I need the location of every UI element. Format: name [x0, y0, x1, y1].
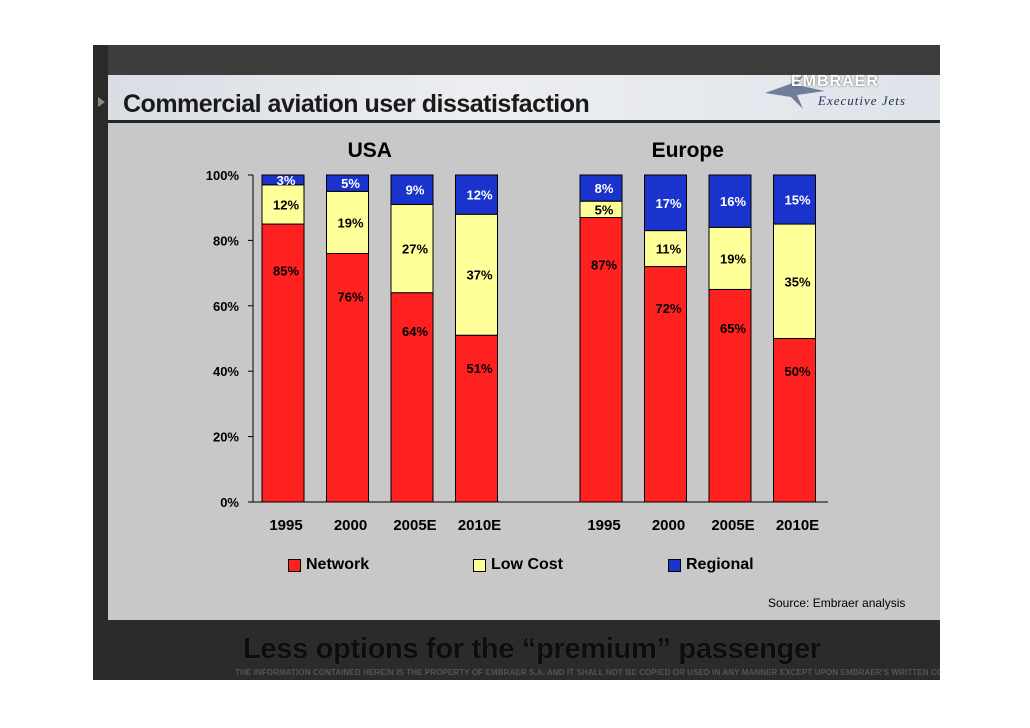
header-underline [108, 120, 940, 123]
data-label: 5% [341, 176, 360, 191]
data-label: 8% [595, 181, 614, 196]
bar-segment-network [708, 288, 752, 503]
data-label: 9% [406, 183, 425, 198]
legend-swatch-network [288, 558, 301, 572]
bar-segment-low-cost [390, 203, 434, 294]
logo-subtitle: Executive Jets [818, 93, 906, 108]
data-label: 72% [655, 301, 681, 316]
logo-brand: EMBRAER [791, 73, 879, 90]
legend-item-low-cost: Low Cost [473, 556, 563, 574]
embraer-logo-icon [765, 75, 825, 109]
bar-segment-regional [261, 174, 305, 186]
bar-segment-low-cost [326, 190, 369, 254]
bar-segment-network [455, 334, 498, 503]
bar-segment-regional [326, 174, 369, 192]
tagline: Less options for the “premium” passenger [243, 633, 821, 665]
x-tick-label: 2000 [334, 517, 367, 534]
data-label: 12% [466, 188, 492, 203]
y-tick-label: 80% [213, 233, 239, 248]
bar-segment-low-cost [644, 230, 687, 268]
data-label: 85% [273, 263, 299, 278]
group-title: Europe [652, 139, 724, 162]
bar-segment-regional [579, 174, 623, 202]
x-tick-label: 2010E [776, 517, 819, 534]
legend-swatch-regional [668, 558, 681, 572]
data-label: 51% [466, 361, 492, 376]
bar-segment-network [261, 223, 305, 503]
slide: Commercial aviation user dissatisfaction… [93, 45, 940, 680]
y-tick-label: 0% [220, 495, 239, 510]
bar-segment-low-cost [708, 226, 752, 290]
data-label: 3% [277, 173, 296, 188]
legend-label-low-cost: Low Cost [491, 556, 563, 573]
bar-segment-regional [455, 174, 498, 215]
legend-label-regional: Regional [686, 556, 754, 573]
data-label: 50% [784, 364, 810, 379]
x-tick-label: 2000 [652, 517, 685, 534]
data-label: 64% [402, 324, 428, 339]
bar-segment-network [579, 217, 623, 503]
data-label: 65% [720, 321, 746, 336]
legend: Network Low Cost Regional [288, 556, 754, 574]
data-label: 11% [656, 242, 682, 257]
y-tick-label: 40% [213, 364, 239, 379]
slide-title: Commercial aviation user dissatisfaction [123, 90, 590, 118]
bar-segment-low-cost [773, 223, 816, 339]
disclaimer: THE INFORMATION CONTAINED HEREIN IS THE … [235, 668, 940, 677]
data-label: 16% [720, 194, 746, 209]
group-title: USA [348, 139, 392, 162]
data-label: 87% [591, 258, 617, 273]
bar-segment-regional [390, 174, 434, 205]
x-tick-label: 2005E [711, 517, 754, 534]
legend-item-network: Network [288, 556, 369, 574]
bar-segment-regional [773, 174, 816, 225]
bar-segment-network [773, 338, 816, 503]
data-label: 37% [466, 268, 492, 283]
left-accent-bar [93, 45, 108, 680]
legend-swatch-low-cost [473, 558, 486, 572]
bar-segment-network [390, 292, 434, 503]
y-tick-label: 60% [213, 299, 239, 314]
footer-band [93, 620, 940, 680]
data-label: 19% [337, 215, 363, 230]
legend-item-regional: Regional [668, 556, 754, 574]
bar-segment-low-cost [261, 184, 305, 225]
data-label: 35% [784, 274, 810, 289]
x-tick-label: 2005E [393, 517, 436, 534]
data-label: 17% [655, 196, 681, 211]
data-label: 15% [784, 193, 810, 208]
bar-segment-network [326, 252, 369, 503]
data-label: 12% [273, 197, 299, 212]
source-note: Source: Embraer analysis [768, 596, 906, 610]
x-tick-label: 2010E [458, 517, 501, 534]
title-bullet-icon [98, 97, 105, 107]
y-tick-label: 20% [213, 430, 239, 445]
data-label: 19% [720, 251, 746, 266]
data-label: 27% [402, 242, 428, 257]
x-tick-label: 1995 [587, 517, 620, 534]
bar-segment-regional [708, 174, 752, 228]
header-band [108, 75, 940, 120]
y-tick-label: 100% [206, 168, 240, 183]
x-tick-label: 1995 [269, 517, 302, 534]
legend-label-network: Network [306, 556, 370, 573]
bar-segment-regional [644, 174, 687, 232]
chart: 0% 20% 40% 60% 80% 100% 85% 12% 3% 1995 76% 19% 5% 20… [108, 123, 940, 620]
data-label: 76% [337, 289, 363, 304]
data-label: 5% [595, 202, 614, 217]
bar-segment-network [644, 266, 687, 503]
bar-segment-low-cost [455, 213, 498, 336]
